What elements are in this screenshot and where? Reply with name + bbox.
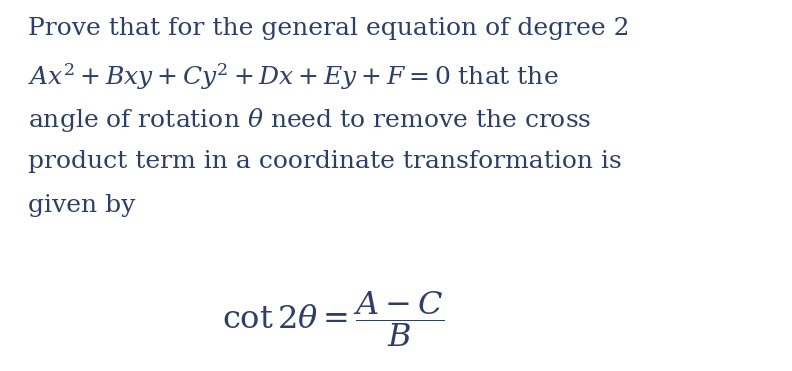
Text: product term in a coordinate transformation is: product term in a coordinate transformat… bbox=[28, 150, 622, 173]
Text: given by: given by bbox=[28, 194, 135, 217]
Text: $\cot 2\theta = \dfrac{A - C}{B}$: $\cot 2\theta = \dfrac{A - C}{B}$ bbox=[222, 289, 444, 349]
Text: Prove that for the general equation of degree 2: Prove that for the general equation of d… bbox=[28, 17, 629, 40]
Text: $Ax^2 + Bxy + Cy^2 + Dx + Ey + F = 0$ that the: $Ax^2 + Bxy + Cy^2 + Dx + Ey + F = 0$ th… bbox=[28, 61, 558, 92]
Text: angle of rotation $\theta$ need to remove the cross: angle of rotation $\theta$ need to remov… bbox=[28, 106, 591, 134]
